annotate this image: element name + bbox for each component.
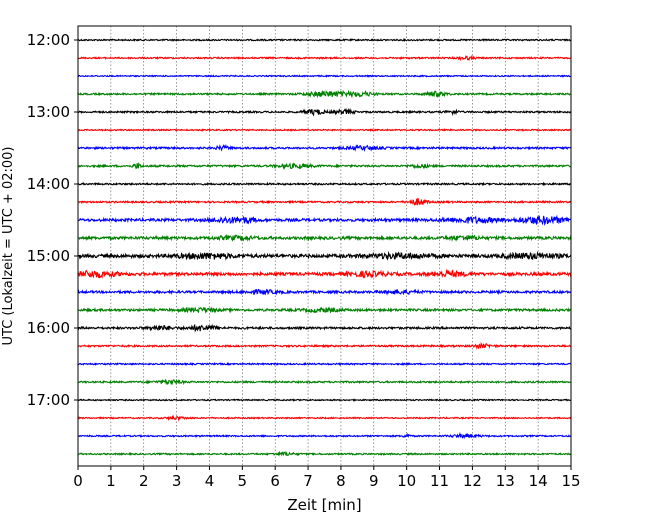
x-tick-label: 0 — [73, 472, 83, 490]
x-tick-label: 3 — [172, 472, 182, 490]
x-tick-label: 9 — [369, 472, 379, 490]
trace-1215 — [77, 55, 572, 62]
y-tick-label: 16:00 — [27, 319, 70, 337]
y-tick-label: 14:00 — [27, 175, 70, 193]
x-tick-label: 6 — [270, 472, 280, 490]
trace-1515 — [77, 268, 572, 279]
trace-1430 — [77, 214, 572, 226]
trace-1230 — [77, 74, 572, 78]
trace-1245 — [77, 89, 572, 99]
y-tick-label: 15:00 — [27, 247, 70, 265]
trace-1345 — [77, 162, 572, 170]
y-tick-label: 17:00 — [27, 391, 70, 409]
y-axis: 12:00 13:00 14:00 15:00 16:00 17:00 — [27, 31, 78, 409]
trace-1600 — [77, 323, 572, 333]
x-tick-label: 14 — [529, 472, 548, 490]
trace-1400 — [77, 181, 572, 187]
trace-1615 — [77, 341, 572, 350]
trace-1700 — [77, 398, 572, 402]
trace-1745 — [77, 450, 572, 457]
trace-1530 — [77, 288, 572, 296]
y-axis-label: UTC (Lokalzeit = UTC + 02:00) — [1, 147, 16, 346]
x-tick-label: 7 — [303, 472, 313, 490]
x-tick-label: 15 — [561, 472, 580, 490]
trace-1415 — [77, 198, 572, 206]
trace-1200 — [77, 37, 572, 43]
trace-layer — [77, 37, 572, 457]
plot-frame — [77, 25, 572, 467]
trace-1300 — [77, 107, 572, 117]
trace-1500 — [77, 250, 572, 261]
x-tick-label: 11 — [430, 472, 449, 490]
trace-1645 — [77, 378, 572, 386]
x-tick-label: 13 — [496, 472, 515, 490]
x-tick-label: 2 — [139, 472, 149, 490]
y-tick-label: 12:00 — [27, 31, 70, 49]
x-tick-label: 8 — [336, 472, 346, 490]
x-tick-label: 1 — [106, 472, 116, 490]
trace-1630 — [77, 361, 572, 366]
trace-1445 — [77, 233, 572, 242]
trace-1715 — [77, 414, 572, 422]
y-tick-label: 13:00 — [27, 103, 70, 121]
trace-1730 — [77, 431, 572, 440]
x-axis-label: Zeit [min] — [287, 496, 361, 514]
trace-1545 — [77, 306, 572, 314]
trace-1330 — [77, 143, 572, 152]
trace-1315 — [77, 128, 572, 132]
x-tick-label: 12 — [463, 472, 482, 490]
x-tick-label: 10 — [397, 472, 416, 490]
x-tick-label: 4 — [205, 472, 215, 490]
x-tick-label: 5 — [238, 472, 248, 490]
x-axis: 0 1 2 3 4 5 6 7 8 9 10 11 12 13 14 15 — [73, 466, 581, 490]
